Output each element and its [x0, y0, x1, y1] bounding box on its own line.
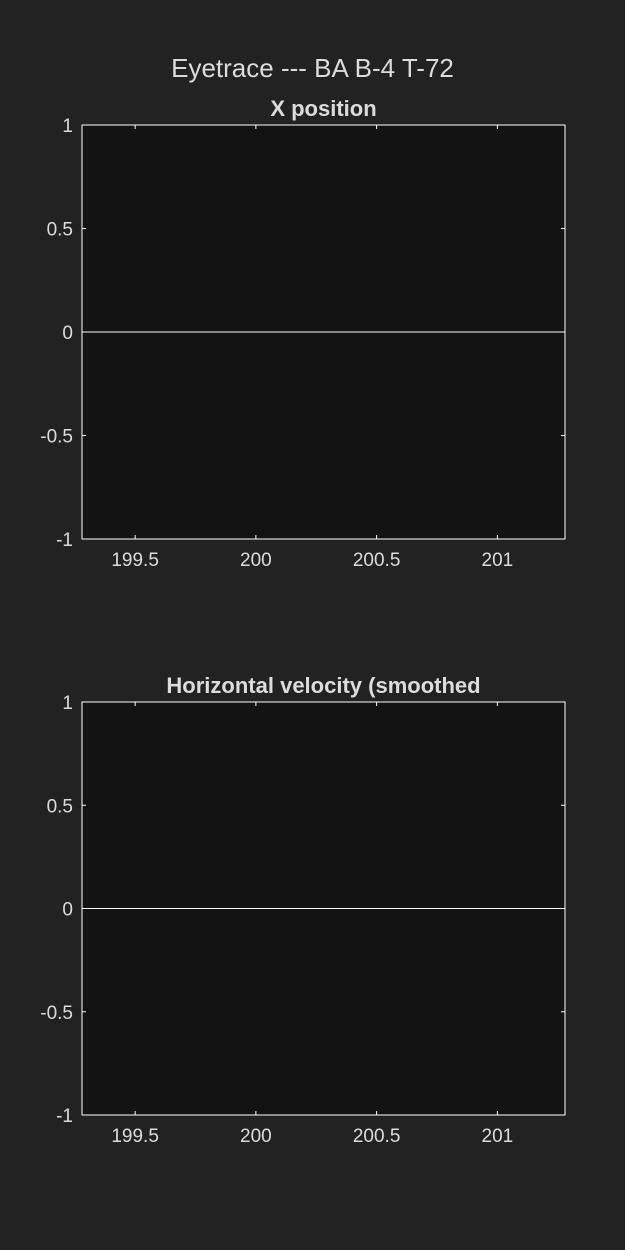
x-tick-label: 200 — [240, 550, 272, 571]
chart-title: X position — [270, 96, 376, 121]
axes-frame — [81, 124, 566, 540]
y-tick-label: -1 — [56, 1106, 73, 1127]
x-tick-label: 200 — [240, 1126, 272, 1147]
y-tick-label: 0.5 — [47, 220, 73, 241]
axes-frame — [81, 701, 566, 1116]
y-tick-label: -0.5 — [40, 427, 73, 448]
chart-1: X position 199.5 200 200.5 201 1 0.5 0 -0.5 -1 — [40, 96, 566, 571]
x-tick-label: 201 — [482, 550, 514, 571]
y-tick-label: -1 — [56, 530, 73, 551]
x-tick-label: 199.5 — [111, 1126, 159, 1147]
chart-title: Horizontal velocity (smoothed — [166, 673, 480, 698]
x-tick-label: 200.5 — [353, 550, 401, 571]
y-tick-label: -0.5 — [40, 1003, 73, 1024]
y-tick-label: 0 — [62, 323, 73, 344]
y-tick-label: 0 — [62, 900, 73, 921]
x-tick-label: 200.5 — [353, 1126, 401, 1147]
x-tick-label: 201 — [482, 1126, 514, 1147]
chart-2: Horizontal velocity (smoothed 199.5 200 200… — [40, 673, 566, 1147]
y-tick-label: 0.5 — [47, 796, 73, 817]
y-tick-label: 1 — [62, 693, 73, 714]
x-tick-label: 199.5 — [111, 550, 159, 571]
figure-title: Eyetrace --- BA B-4 T-72 — [171, 53, 454, 83]
y-tick-label: 1 — [62, 116, 73, 137]
